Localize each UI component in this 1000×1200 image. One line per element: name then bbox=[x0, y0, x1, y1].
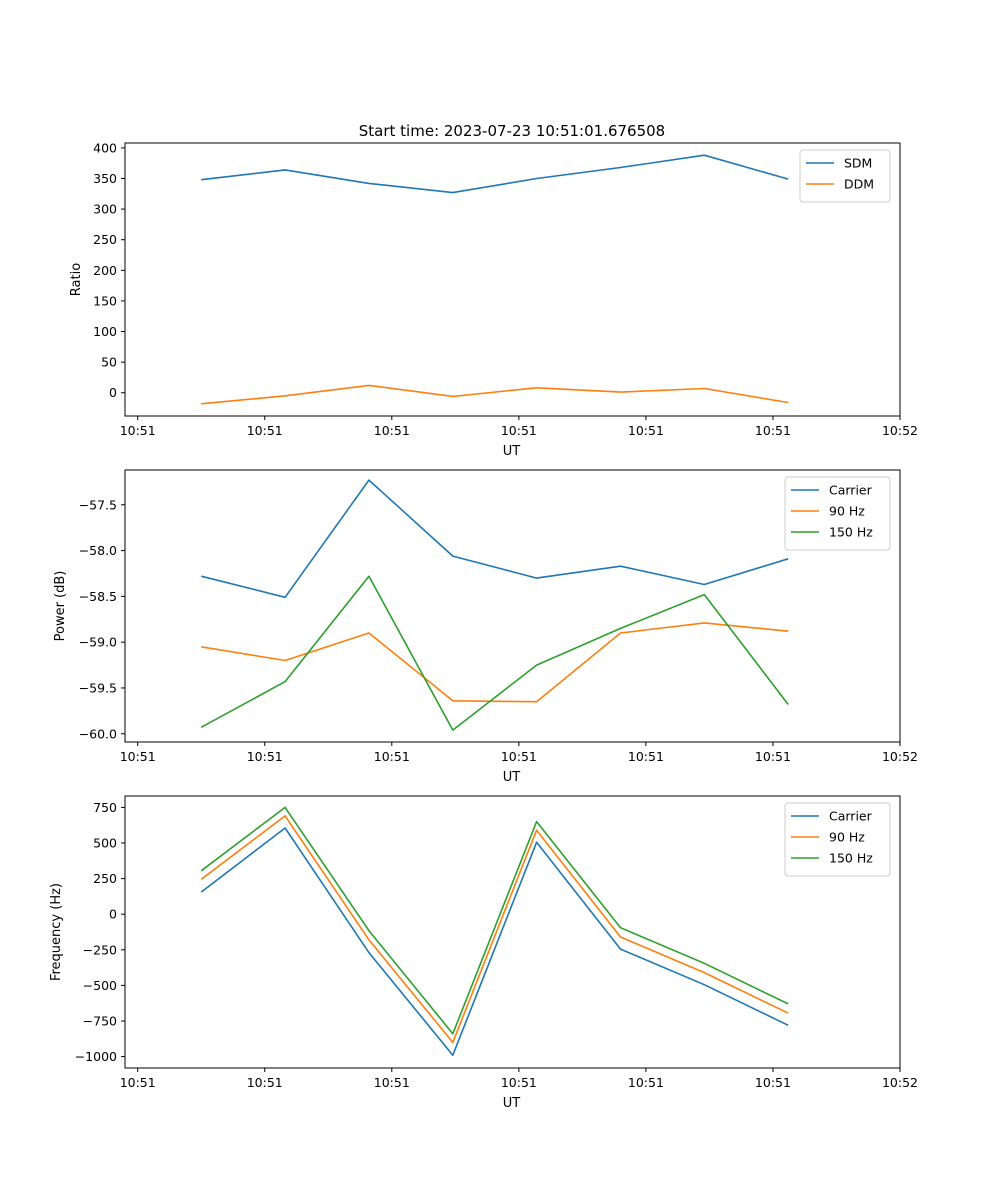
y-tick-label: −57.5 bbox=[79, 497, 117, 512]
y-tick-label: −59.0 bbox=[79, 635, 117, 650]
x-tick-label: 10:51 bbox=[247, 749, 283, 764]
x-axis-label: UT bbox=[503, 770, 521, 785]
legend-label: 150 Hz bbox=[829, 851, 873, 866]
x-tick-label: 10:51 bbox=[628, 1075, 664, 1090]
series-line-90-hz bbox=[201, 622, 789, 703]
x-tick-label: 10:51 bbox=[120, 423, 156, 438]
legend-label: 150 Hz bbox=[829, 525, 873, 540]
y-tick-label: 400 bbox=[93, 140, 117, 155]
panel-1: 10:51 10:51 10:51 10:51 10:51 10:51 10:52 0 50 10… bbox=[69, 140, 918, 459]
y-tick-label: −60.0 bbox=[79, 726, 117, 741]
x-tick-label: 10:51 bbox=[374, 749, 410, 764]
legend-label: 90 Hz bbox=[829, 504, 865, 519]
x-tick-label: 10:51 bbox=[501, 1075, 537, 1090]
series-line-ddm bbox=[201, 384, 789, 405]
x-tick-label: 10:52 bbox=[882, 423, 918, 438]
x-axis-label: UT bbox=[503, 1096, 521, 1111]
panels: 10:51 10:51 10:51 10:51 10:51 10:51 10:52 0 50 10… bbox=[49, 140, 918, 1111]
y-tick-label: 150 bbox=[93, 293, 117, 308]
y-tick-label: 250 bbox=[93, 232, 117, 247]
legend: SDM DDM bbox=[799, 149, 891, 203]
y-tick-label: 0 bbox=[109, 385, 117, 400]
series-line-150-hz bbox=[200, 575, 789, 731]
plot-frame bbox=[124, 795, 901, 1069]
panel-2: 10:51 10:51 10:51 10:51 10:51 10:51 10:52 −60.0… bbox=[53, 469, 918, 785]
y-tick-label: 50 bbox=[101, 355, 117, 370]
plot-frame bbox=[124, 469, 901, 743]
y-tick-label: 250 bbox=[93, 871, 117, 886]
y-axis-label: Frequency (Hz) bbox=[49, 883, 64, 981]
x-tick-label: 10:51 bbox=[755, 423, 791, 438]
x-tick-label: 10:51 bbox=[501, 423, 537, 438]
y-tick-label: 300 bbox=[93, 202, 117, 217]
x-tick-label: 10:51 bbox=[755, 749, 791, 764]
y-tick-label: 200 bbox=[93, 263, 117, 278]
y-tick-label: −1000 bbox=[75, 1049, 117, 1064]
legend: Carrier 90 Hz 150 Hz bbox=[784, 802, 891, 877]
series-line-150-hz bbox=[200, 806, 789, 1035]
legend-label: Carrier bbox=[829, 483, 873, 498]
legend-label: DDM bbox=[844, 177, 874, 192]
legend-label: SDM bbox=[844, 156, 872, 171]
figure-title: Start time: 2023-07-23 10:51:01.676508 bbox=[359, 122, 665, 140]
y-tick-label: −250 bbox=[83, 942, 117, 957]
series-line-sdm bbox=[201, 154, 789, 194]
legend: Carrier 90 Hz 150 Hz bbox=[784, 476, 891, 551]
y-tick-label: −58.0 bbox=[79, 543, 117, 558]
x-tick-label: 10:51 bbox=[755, 1075, 791, 1090]
x-tick-label: 10:52 bbox=[882, 749, 918, 764]
y-tick-label: −750 bbox=[83, 1014, 117, 1029]
legend-label: 90 Hz bbox=[829, 830, 865, 845]
y-tick-label: 100 bbox=[93, 324, 117, 339]
x-tick-label: 10:51 bbox=[628, 749, 664, 764]
panel-3: 10:51 10:51 10:51 10:51 10:51 10:51 10:52 −1000… bbox=[49, 795, 918, 1111]
series-line-carrier bbox=[200, 827, 789, 1056]
plot-frame bbox=[124, 142, 901, 417]
x-tick-label: 10:51 bbox=[247, 423, 283, 438]
series-line-90-hz bbox=[200, 815, 789, 1044]
y-tick-label: −500 bbox=[83, 978, 117, 993]
series-line-carrier bbox=[201, 479, 789, 599]
legend-label: Carrier bbox=[829, 809, 873, 824]
y-tick-label: −58.5 bbox=[79, 589, 117, 604]
x-tick-label: 10:51 bbox=[120, 749, 156, 764]
y-tick-label: 0 bbox=[109, 907, 117, 922]
x-tick-label: 10:51 bbox=[628, 423, 664, 438]
y-tick-label: 500 bbox=[93, 835, 117, 850]
x-tick-label: 10:51 bbox=[501, 749, 537, 764]
y-axis-label: Ratio bbox=[69, 263, 84, 296]
x-tick-label: 10:51 bbox=[120, 1075, 156, 1090]
y-axis-label: Power (dB) bbox=[53, 571, 68, 642]
x-tick-label: 10:51 bbox=[374, 1075, 410, 1090]
y-tick-label: 350 bbox=[93, 171, 117, 186]
x-tick-label: 10:51 bbox=[247, 1075, 283, 1090]
y-tick-label: 750 bbox=[93, 800, 117, 815]
x-tick-label: 10:52 bbox=[882, 1075, 918, 1090]
x-tick-label: 10:51 bbox=[374, 423, 410, 438]
x-axis-label: UT bbox=[503, 444, 521, 459]
y-tick-label: −59.5 bbox=[79, 680, 117, 695]
